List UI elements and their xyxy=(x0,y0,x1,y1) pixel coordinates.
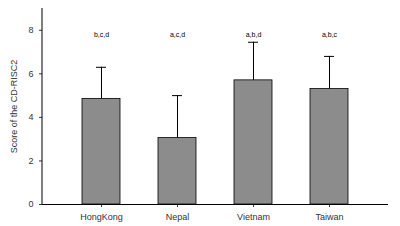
svg-text:Vietnam: Vietnam xyxy=(237,212,270,222)
svg-text:2: 2 xyxy=(28,156,33,166)
svg-text:0: 0 xyxy=(28,199,33,209)
svg-text:a,b,d: a,b,d xyxy=(246,31,262,38)
svg-text:6: 6 xyxy=(28,69,33,79)
svg-text:Score of the CD-RISC2: Score of the CD-RISC2 xyxy=(9,60,19,154)
svg-text:8: 8 xyxy=(28,25,33,35)
svg-text:Nepal: Nepal xyxy=(166,212,190,222)
svg-text:a,c,d: a,c,d xyxy=(170,31,185,38)
svg-text:a,b,c: a,b,c xyxy=(322,31,338,38)
svg-text:Taiwan: Taiwan xyxy=(315,212,343,222)
svg-text:4: 4 xyxy=(28,112,33,122)
svg-text:b,c,d: b,c,d xyxy=(94,31,109,38)
svg-text:HongKong: HongKong xyxy=(80,212,123,222)
